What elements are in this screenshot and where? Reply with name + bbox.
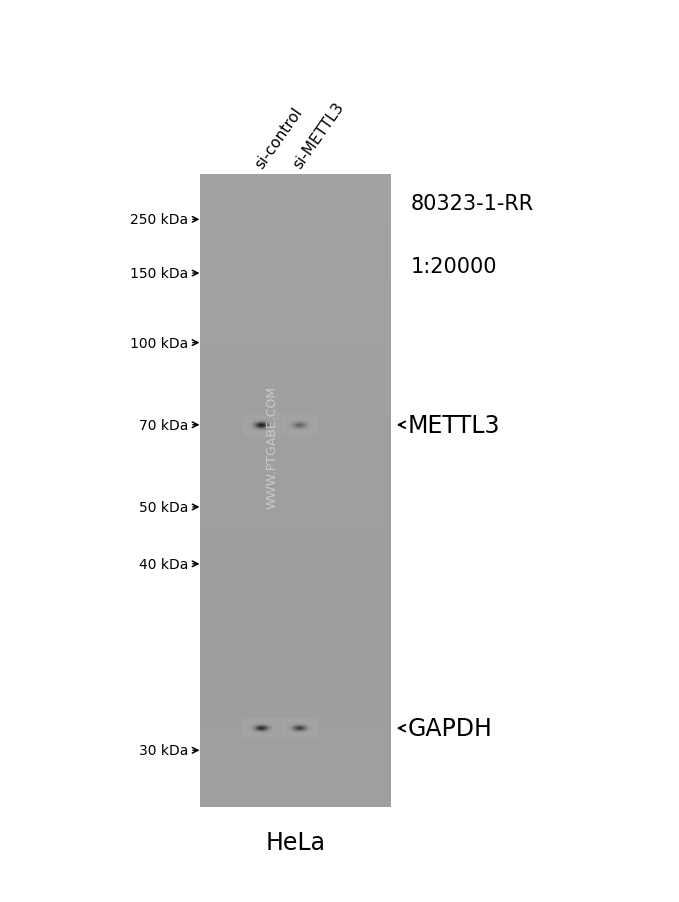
Text: 40 kDa: 40 kDa xyxy=(139,557,188,571)
Text: METTL3: METTL3 xyxy=(407,413,500,437)
Text: 80323-1-RR: 80323-1-RR xyxy=(411,194,534,214)
Text: si-METTL3: si-METTL3 xyxy=(291,99,347,171)
Text: 250 kDa: 250 kDa xyxy=(130,213,188,227)
Text: WWW.PTGABE.COM: WWW.PTGABE.COM xyxy=(266,385,279,508)
Text: si-control: si-control xyxy=(253,105,305,171)
Text: 100 kDa: 100 kDa xyxy=(130,336,188,350)
Text: 30 kDa: 30 kDa xyxy=(139,743,188,758)
Text: GAPDH: GAPDH xyxy=(407,716,492,741)
Text: 1:20000: 1:20000 xyxy=(411,257,497,277)
Text: 50 kDa: 50 kDa xyxy=(139,501,188,514)
Text: 70 kDa: 70 kDa xyxy=(139,419,188,432)
Text: 150 kDa: 150 kDa xyxy=(130,267,188,281)
Text: HeLa: HeLa xyxy=(265,830,325,854)
